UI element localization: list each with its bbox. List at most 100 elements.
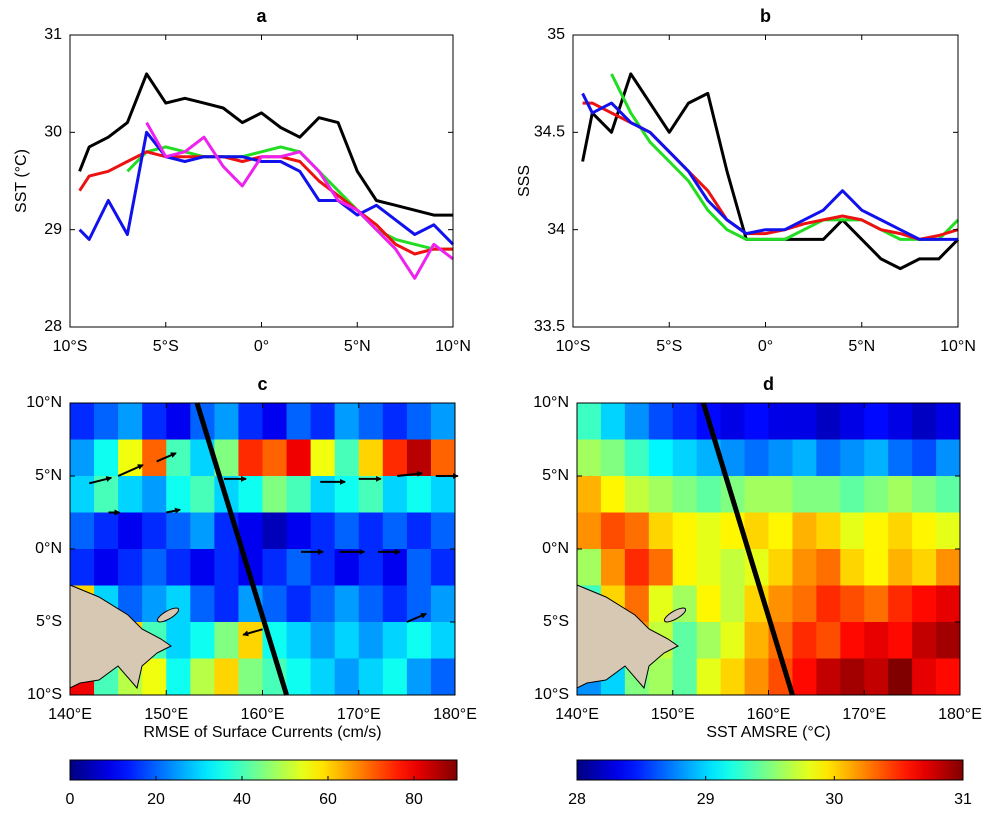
y-tick-label: 34	[547, 221, 565, 238]
heat-cell	[406, 403, 432, 440]
heat-cell	[382, 549, 408, 586]
heat-cell	[696, 512, 722, 550]
heat-cell	[792, 403, 817, 440]
heat-cell	[888, 439, 913, 477]
heat-cell	[286, 439, 312, 477]
heat-cell	[118, 476, 143, 513]
heat-cell	[166, 476, 191, 513]
panel: b SSS 10°S 5°S 0° 5°N 10°N 33.5 34 34.5 35	[516, 6, 976, 355]
x-tick-label: 5°S	[656, 338, 682, 355]
heat-cell	[624, 439, 650, 477]
heat-cell	[648, 403, 674, 440]
current-vector	[397, 470, 423, 477]
x-axis-label: SST AMSRE (°C)	[706, 724, 830, 741]
axes-box	[69, 34, 454, 328]
heat-cell	[310, 622, 336, 659]
x-tick-label: 10°N	[435, 338, 471, 355]
heat-cell	[696, 585, 722, 623]
land-c	[69, 584, 180, 690]
series-line	[78, 72, 453, 217]
heat-cell	[142, 512, 167, 550]
heat-cell	[166, 439, 191, 477]
heat-cell	[262, 512, 288, 550]
heat-cell	[720, 403, 746, 440]
heat-cell	[190, 585, 215, 623]
heat-cell	[912, 476, 937, 513]
heat-cell	[70, 549, 95, 586]
heat-cell	[888, 476, 913, 513]
y-tick-label: 30	[44, 124, 62, 141]
heat-cell	[382, 476, 408, 513]
heat-cell	[816, 585, 841, 623]
heat-cell	[166, 512, 191, 550]
current-vector	[156, 452, 177, 463]
heat-cell	[792, 476, 817, 513]
x-tick-label: 140°E	[48, 706, 92, 723]
heat-cell	[334, 585, 360, 623]
heat-cell	[672, 403, 698, 440]
heat-cell	[430, 622, 456, 659]
heat-cell	[142, 403, 167, 440]
heat-cell	[166, 549, 191, 586]
current-vector	[406, 612, 428, 623]
heat-cell	[744, 622, 769, 659]
heat-cell	[600, 549, 626, 586]
panel-title: a	[256, 6, 267, 26]
heat-cell	[768, 403, 793, 440]
panel-title: b	[760, 6, 771, 26]
axes-box	[69, 402, 456, 696]
heat-cell	[358, 622, 384, 659]
heat-cell	[406, 512, 432, 550]
heat-cell	[334, 658, 360, 696]
heat-cell	[190, 549, 215, 586]
y-tick-label: 5°N	[542, 467, 569, 484]
heat-cell	[382, 622, 408, 659]
heat-cell	[768, 549, 793, 586]
heat-cell	[214, 549, 239, 586]
heat-cell	[190, 622, 215, 659]
land-d	[576, 584, 687, 690]
heat-cell	[406, 439, 432, 477]
heat-cell	[888, 512, 913, 550]
colorbar-tick-label: 31	[954, 791, 972, 808]
heat-cell	[648, 439, 674, 477]
heat-cell	[912, 512, 937, 550]
heat-cell	[720, 549, 746, 586]
colorbar-tick-label: 30	[825, 791, 843, 808]
heat-cell	[190, 512, 215, 550]
heat-cell	[358, 439, 384, 477]
heat-cell	[310, 512, 336, 550]
heat-cell	[382, 512, 408, 550]
heat-cell	[840, 439, 865, 477]
heat-cell	[696, 549, 722, 586]
panel-title: c	[257, 374, 267, 394]
heat-cell	[768, 439, 793, 477]
current-vector	[242, 628, 263, 637]
heat-cell	[70, 403, 95, 440]
heat-cell	[888, 585, 913, 623]
heat-cell	[648, 512, 674, 550]
heat-cell	[936, 512, 961, 550]
heat-cell	[94, 512, 119, 550]
heat-cell	[840, 549, 865, 586]
heat-cell	[792, 549, 817, 586]
heat-cell	[936, 658, 961, 696]
current-vector	[117, 464, 144, 477]
heat-cell	[70, 476, 95, 513]
heat-cell	[888, 622, 913, 659]
heat-cell	[286, 403, 312, 440]
y-tick-label: 10°N	[533, 394, 569, 411]
track-line	[194, 402, 289, 696]
heat-cell	[334, 549, 360, 586]
heat-cell	[936, 622, 961, 659]
heat-cell	[648, 549, 674, 586]
heat-cell	[912, 439, 937, 477]
heat-cell	[358, 476, 384, 513]
heat-cell	[262, 476, 288, 513]
heat-cell	[720, 658, 746, 696]
heat-cell	[744, 403, 769, 440]
heat-cell	[840, 658, 865, 696]
heat-cell	[430, 549, 456, 586]
y-tick-label: 28	[44, 318, 62, 335]
heat-cell	[792, 622, 817, 659]
